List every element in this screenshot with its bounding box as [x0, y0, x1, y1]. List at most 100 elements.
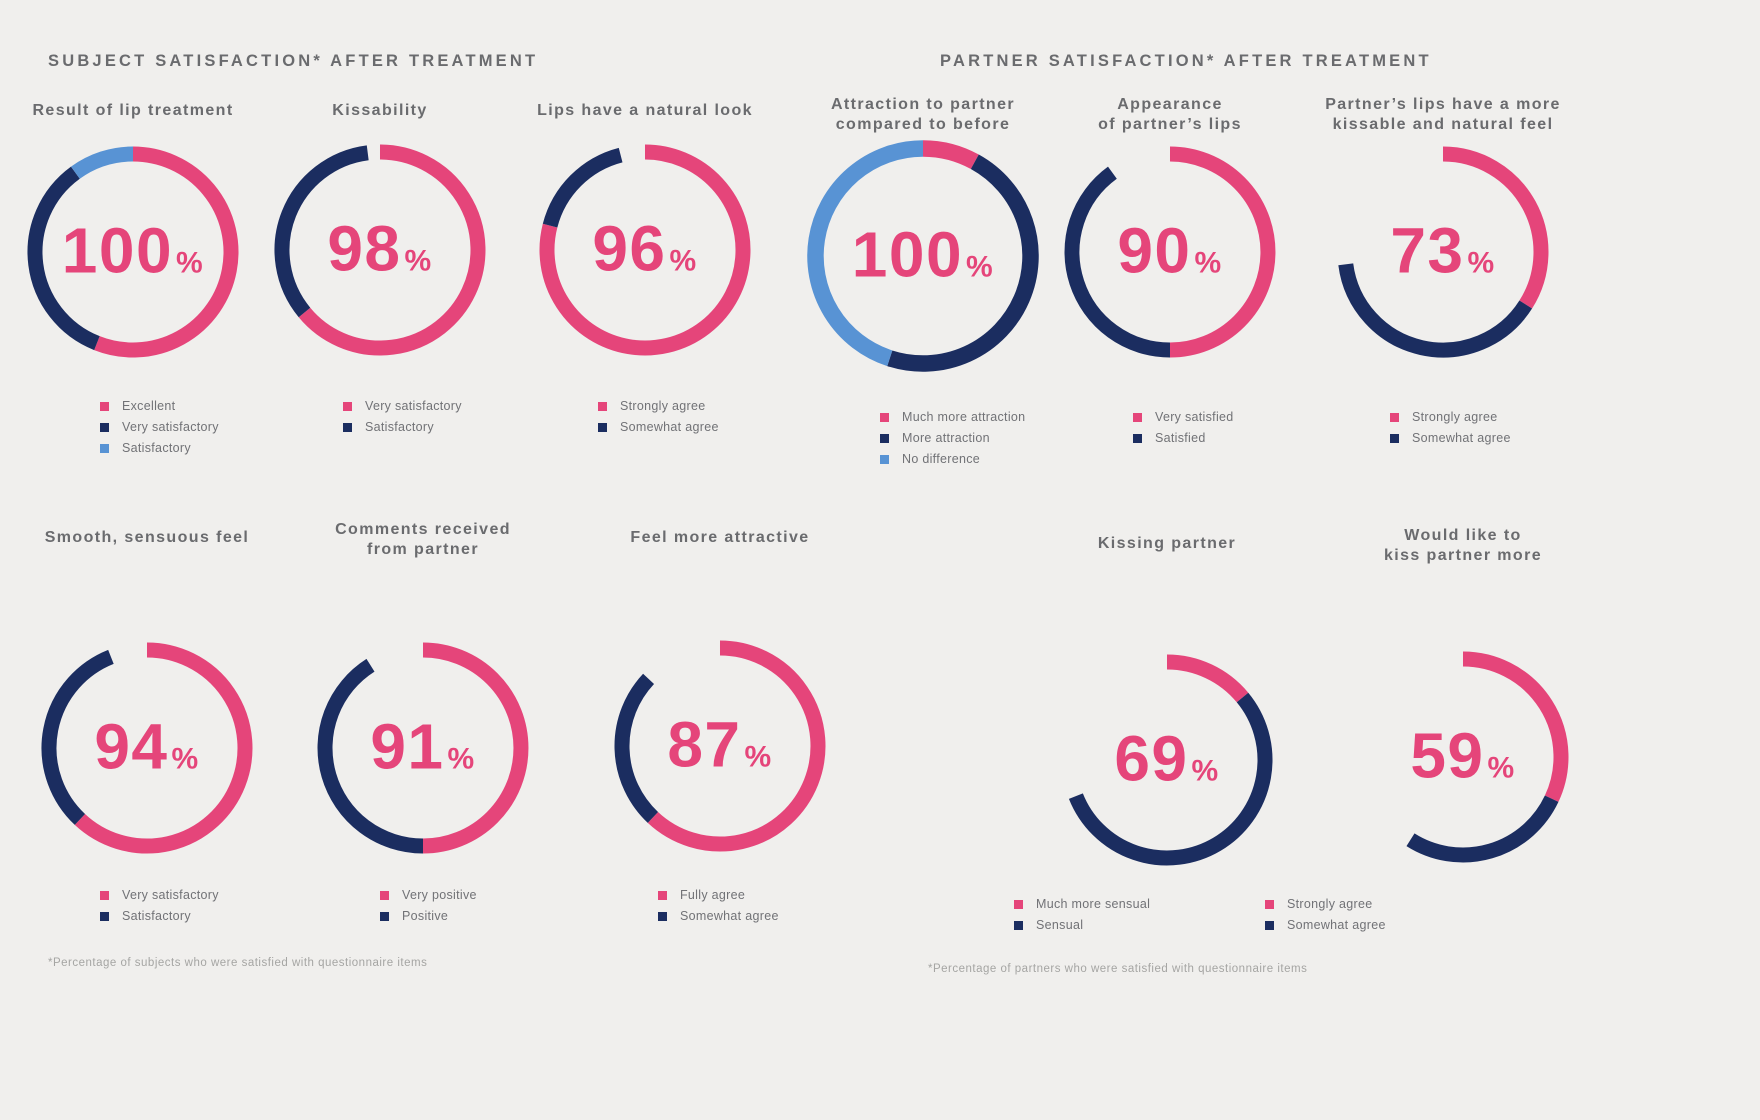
chart-value: 96% [592, 217, 697, 281]
donut-segment-pink [1169, 146, 1276, 358]
chart-legend: Fully agree Somewhat agree [658, 888, 779, 930]
legend-item: Much more sensual [1014, 897, 1150, 911]
percent-sign: % [744, 740, 773, 774]
chart-title-line: Kissability [332, 102, 428, 119]
legend-swatch-blue [100, 443, 109, 453]
legend-label: Somewhat agree [680, 909, 779, 923]
chart-value: 100% [852, 223, 994, 287]
legend-item: Much more attraction [880, 410, 1025, 424]
legend-swatch-navy [100, 422, 109, 432]
percent-sign: % [176, 246, 205, 280]
legend-swatch-navy [1014, 920, 1023, 930]
chart-value-number: 94 [94, 710, 169, 783]
chart-title: Result of lip treatment [0, 101, 313, 121]
chart-value: 69% [1114, 727, 1219, 791]
percent-sign: % [447, 742, 476, 776]
donut-segment-blue [807, 140, 924, 367]
legend-item: Sensual [1014, 918, 1150, 932]
chart-title-line: Comments received [335, 521, 511, 538]
chart-value-number: 69 [1114, 722, 1189, 795]
chart-value-number: 87 [667, 708, 742, 781]
chart-legend: Very satisfactory Satisfactory [343, 399, 462, 441]
donut-segment-pink [647, 640, 826, 852]
legend-item: Somewhat agree [598, 420, 719, 434]
chart-value-number: 90 [1117, 214, 1192, 287]
legend-item: Very positive [380, 888, 477, 902]
chart-value: 98% [327, 217, 432, 281]
chart-value-number: 98 [327, 212, 402, 285]
donut-segment-navy [1338, 263, 1533, 358]
legend-item: Fully agree [658, 888, 779, 902]
donut-segment-navy [614, 673, 659, 823]
donut-segment-navy [1068, 692, 1273, 866]
donut-segment-navy [27, 166, 100, 351]
donut-segment-pink [298, 144, 486, 356]
donut-ring [27, 146, 239, 358]
legend-swatch-pink [658, 890, 667, 900]
legend-item: Somewhat agree [1265, 918, 1386, 932]
chart-title-line: of partner’s lips [1098, 116, 1242, 133]
legend-label: Very satisfactory [365, 399, 462, 413]
legend-item: Very satisfactory [100, 888, 219, 902]
legend-label: Very satisfactory [122, 420, 219, 434]
legend-swatch-pink [1265, 899, 1274, 909]
chart-value: 59% [1410, 724, 1515, 788]
chart-title: Kissability [200, 101, 560, 121]
legend-item: Somewhat agree [1390, 431, 1511, 445]
chart-title: Comments received from partner [243, 520, 603, 560]
percent-sign: % [1487, 751, 1516, 785]
legend-label: Satisfactory [122, 441, 191, 455]
legend-swatch-pink [380, 890, 389, 900]
chart-value: 94% [94, 715, 199, 779]
donut-ring [807, 140, 1039, 372]
chart-legend: Much more sensual Sensual [1014, 897, 1150, 939]
legend-item: Strongly agree [1390, 410, 1511, 424]
donut-segment-pink [922, 140, 979, 170]
chart-value: 100% [62, 219, 204, 283]
donut-ring [1406, 651, 1569, 863]
legend-item: Very satisfactory [343, 399, 462, 413]
chart-title-line: kiss partner more [1383, 547, 1543, 564]
legend-swatch-pink [343, 401, 352, 411]
legend-label: Fully agree [680, 888, 746, 902]
legend-label: Somewhat agree [1412, 431, 1511, 445]
legend-item: Somewhat agree [658, 909, 779, 923]
legend-label: Strongly agree [620, 399, 706, 413]
chart-legend: Strongly agree Somewhat agree [1390, 410, 1511, 452]
chart-value-number: 59 [1410, 719, 1485, 792]
legend-label: Somewhat agree [1287, 918, 1386, 932]
legend-item: Very satisfactory [100, 420, 219, 434]
chart-title: Partner’s lips have a more kissable and n… [1263, 95, 1623, 135]
donut-segment-navy [542, 147, 623, 228]
chart-legend: Very satisfied Satisfied [1133, 410, 1234, 452]
chart-value: 90% [1117, 219, 1222, 283]
chart-legend: Excellent Very satisfactory Satisfactory [100, 399, 219, 462]
legend-label: Very satisfied [1155, 410, 1234, 424]
chart-value-number: 100 [851, 218, 964, 291]
chart-title-line: Kissing partner [1097, 535, 1237, 552]
legend-swatch-pink [1014, 899, 1023, 909]
chart-title: Appearance of partner’s lips [990, 95, 1350, 135]
percent-sign: % [966, 250, 995, 284]
legend-item: Strongly agree [598, 399, 719, 413]
donut-ring [1338, 146, 1549, 358]
percent-sign: % [1191, 754, 1220, 788]
chart-title: Lips have a natural look [465, 101, 825, 121]
legend-label: Much more attraction [902, 410, 1026, 424]
legend-label: Very positive [402, 888, 477, 902]
legend-label: Strongly agree [1412, 410, 1498, 424]
donut-segment-navy [41, 649, 114, 825]
legend-label: Much more sensual [1036, 897, 1151, 911]
chart-title-line: Partner’s lips have a more [1325, 96, 1561, 113]
donut-segment-pink [1442, 146, 1549, 309]
donut-segment-navy [1064, 166, 1171, 358]
legend-swatch-pink [598, 401, 607, 411]
legend-swatch-navy [598, 422, 607, 432]
chart-title-line: Result of lip treatment [32, 102, 234, 119]
chart-title-line: compared to before [835, 116, 1011, 133]
legend-item: No difference [880, 452, 1025, 466]
legend-swatch-navy [343, 422, 352, 432]
percent-sign: % [1194, 246, 1223, 280]
legend-swatch-pink [880, 412, 889, 422]
